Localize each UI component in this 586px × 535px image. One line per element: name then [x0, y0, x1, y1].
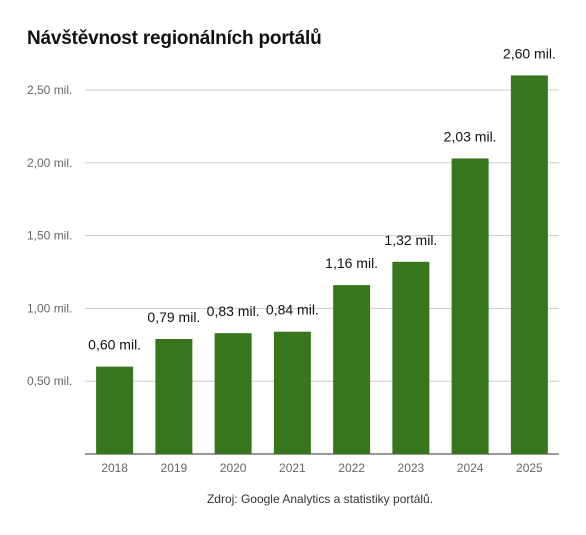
- data-label: 0,83 mil.: [207, 303, 260, 319]
- x-tick-label: 2019: [161, 461, 188, 475]
- data-label: 1,32 mil.: [384, 232, 437, 248]
- y-tick-label: 1,50 mil.: [27, 229, 72, 243]
- x-tick-label: 2020: [220, 461, 247, 475]
- x-tick-label: 2025: [516, 461, 543, 475]
- data-label: 2,03 mil.: [444, 128, 497, 144]
- chart-title: Návštěvnost regionálních portálů: [27, 28, 322, 49]
- bar: [96, 366, 134, 454]
- x-tick-label: 2024: [457, 461, 484, 475]
- bars-layer: [96, 75, 548, 454]
- bar: [214, 333, 252, 454]
- data-label: 0,60 mil.: [88, 337, 141, 353]
- data-label: 1,16 mil.: [325, 255, 378, 271]
- source-note: Zdroj: Google Analytics a statistiky por…: [206, 492, 434, 506]
- bar: [392, 261, 430, 454]
- data-label: 0,79 mil.: [147, 309, 200, 325]
- x-tick-label: 2023: [398, 461, 425, 475]
- data-label: 0,84 mil.: [266, 302, 319, 318]
- y-tick-label: 0,50 mil.: [27, 374, 72, 388]
- y-tick-label: 2,50 mil.: [27, 83, 72, 97]
- bar: [155, 338, 193, 454]
- x-tick-label: 2018: [101, 461, 128, 475]
- labels-layer: 0,50 mil. 1,00 mil. 1,50 mil. 2,00 mil. 2,50…: [27, 45, 556, 475]
- x-tick-label: 2022: [338, 461, 365, 475]
- bar: [333, 285, 371, 454]
- y-tick-label: 2,00 mil.: [27, 156, 72, 170]
- y-tick-label: 1,00 mil.: [27, 301, 72, 315]
- bar: [510, 75, 548, 454]
- bar: [273, 331, 311, 454]
- data-label: 2,60 mil.: [503, 45, 556, 61]
- bar: [451, 158, 489, 454]
- x-tick-label: 2021: [279, 461, 306, 475]
